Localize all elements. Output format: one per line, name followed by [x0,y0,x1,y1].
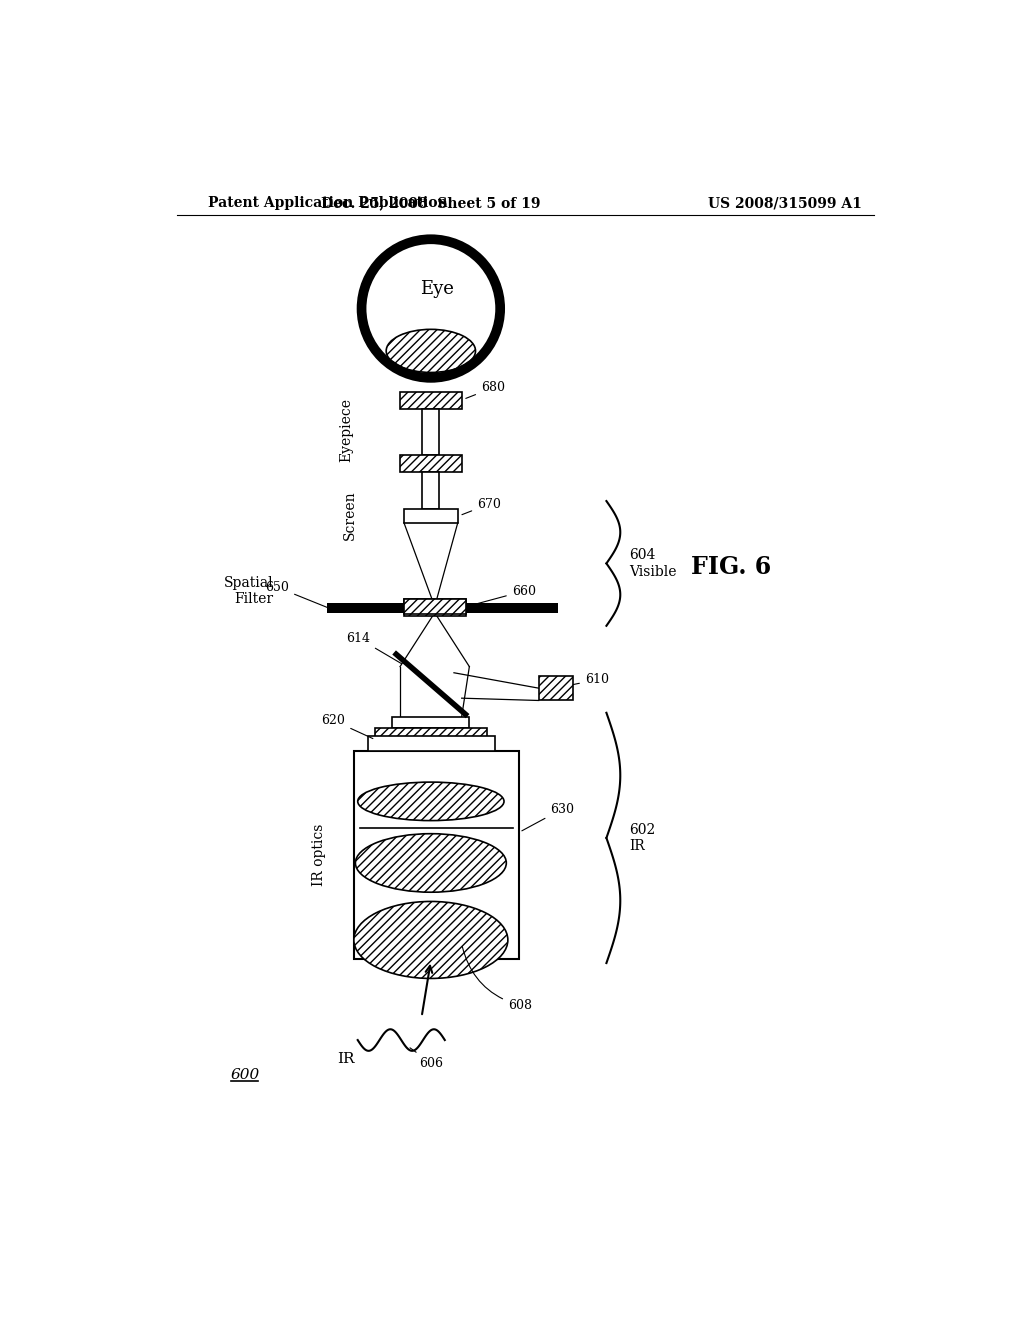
Bar [400,455,462,471]
Text: 606: 606 [410,1048,443,1069]
Text: IR: IR [338,1052,355,1067]
Text: Eyepiece: Eyepiece [339,399,353,462]
Bar [392,717,469,729]
Text: 630: 630 [522,803,574,830]
Text: 650: 650 [265,581,328,607]
Ellipse shape [357,781,504,821]
Text: 680: 680 [466,381,505,399]
Text: US 2008/315099 A1: US 2008/315099 A1 [708,197,862,210]
Text: Eye: Eye [420,280,454,298]
Ellipse shape [386,330,475,372]
Bar [403,603,466,612]
Bar [466,603,558,612]
Text: 602
IR: 602 IR [630,822,655,853]
Text: 604
Visible: 604 Visible [630,548,677,578]
Bar [466,603,475,612]
Bar [403,599,466,614]
Bar [327,603,403,612]
Bar [368,737,495,751]
Ellipse shape [355,834,506,892]
Bar [403,508,458,523]
Bar [394,603,403,612]
Text: 614: 614 [346,631,401,664]
Text: Patent Application Publication: Patent Application Publication [208,197,447,210]
Text: Dec. 25, 2008  Sheet 5 of 19: Dec. 25, 2008 Sheet 5 of 19 [322,197,541,210]
Text: 600: 600 [230,1068,260,1081]
Bar [354,751,519,960]
Bar [327,603,558,612]
Text: 610: 610 [558,673,609,688]
Bar [539,676,573,701]
Text: IR optics: IR optics [312,824,327,887]
Bar [400,392,462,409]
Text: 612: 612 [460,717,494,752]
Text: 608: 608 [462,946,531,1012]
Text: 660: 660 [472,585,536,605]
Bar [403,599,466,615]
Text: 620: 620 [322,714,373,739]
Bar [422,471,439,508]
Text: Spatial
Filter: Spatial Filter [223,576,273,606]
Bar [422,409,439,455]
Ellipse shape [354,902,508,978]
Text: Screen: Screen [343,491,357,540]
Text: FIG. 6: FIG. 6 [691,554,771,578]
Bar [376,729,487,751]
Text: 670: 670 [462,498,501,515]
